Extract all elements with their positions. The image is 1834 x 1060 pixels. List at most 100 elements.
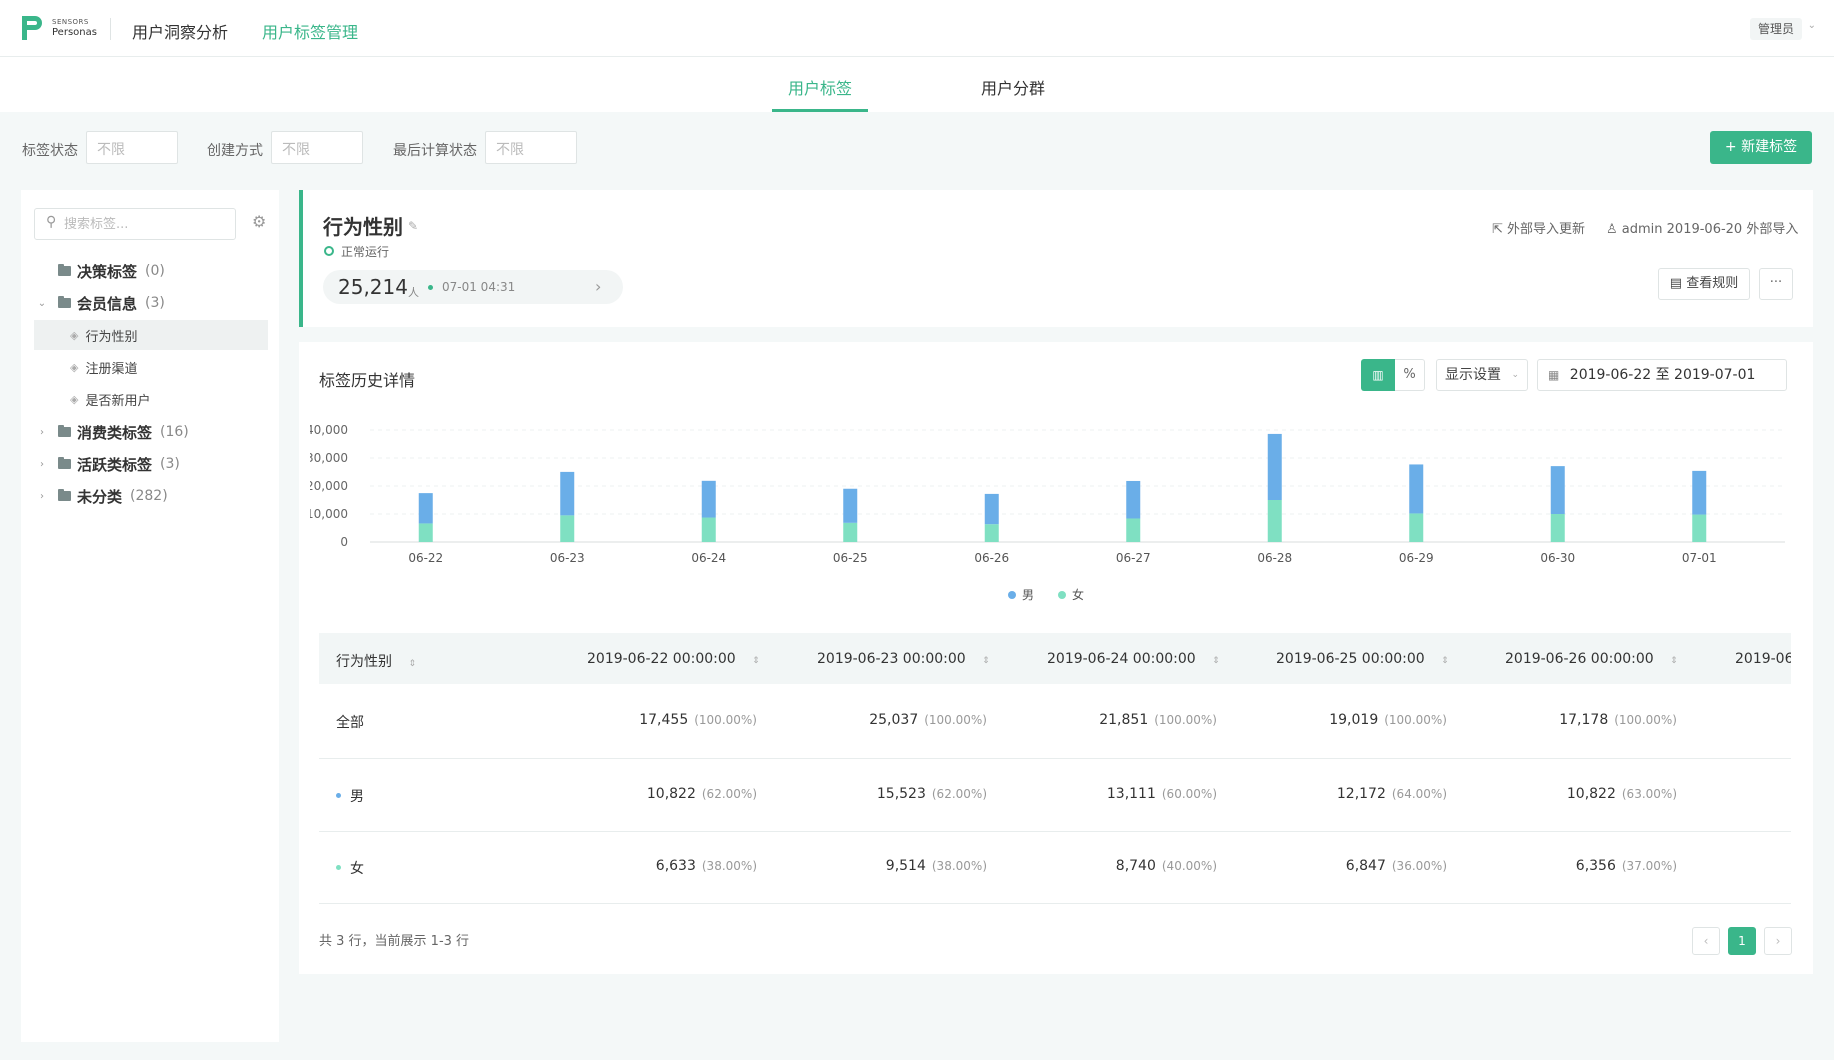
chart-view-button[interactable]: ▥ (1361, 359, 1395, 391)
cell-value: 21,851 (1099, 712, 1149, 728)
tree-folder-uncategorized[interactable]: › 未分类 (282) (34, 481, 268, 511)
bar-male (843, 488, 858, 523)
bar-male (1409, 464, 1424, 514)
x-tick-label: 07-01 (1682, 551, 1717, 565)
th-date-4[interactable]: 2019-06-25 00:00:00 ⇕ (1276, 651, 1449, 667)
table-cell: 17,178 (100.00%) (1487, 712, 1677, 728)
tag-count-pill[interactable] (323, 270, 623, 304)
tab-user-tags[interactable]: 用户标签 (788, 79, 853, 98)
chevron-right-icon[interactable]: › (595, 277, 602, 296)
chevron-right-icon[interactable]: › (40, 458, 44, 470)
tree-leaf-channel[interactable]: ◈ 注册渠道 (34, 352, 268, 382)
bar-female (701, 517, 716, 542)
folder-name: 决策标签 (77, 262, 138, 281)
th-label: 2019-06-22 00:00:00 (587, 651, 736, 667)
new-tag-button[interactable]: + 新建标签 (1710, 131, 1812, 164)
nav-user-insight[interactable]: 用户洞察分析 (132, 23, 229, 42)
percent-view-button[interactable]: % (1395, 359, 1425, 391)
sort-icon[interactable]: ⇕ (1441, 656, 1449, 666)
folder-name: 未分类 (77, 487, 123, 506)
cell-value: 10,822 (646, 786, 696, 802)
filter-status-select[interactable]: 不限 (86, 131, 178, 164)
sort-icon[interactable]: ⇕ (982, 656, 990, 666)
table-cell: 6,633 (38.00%) (567, 858, 757, 874)
filter-method-select[interactable]: 不限 (271, 131, 363, 164)
view-rule-button[interactable]: ▤ 查看规则 (1658, 268, 1750, 300)
user-menu[interactable]: 管理员 (1749, 18, 1802, 40)
th-label: 2019-06-26 00:00:00 (1505, 651, 1654, 667)
leaf-name: 注册渠道 (85, 361, 138, 377)
cell-percent: (37.00%) (1621, 859, 1677, 873)
tree-leaf-gender[interactable]: ◈ 行为性别 (34, 320, 268, 350)
status-dot (428, 285, 433, 290)
folder-name: 会员信息 (77, 294, 138, 313)
gear-icon[interactable]: ⚙ (252, 212, 267, 231)
logo[interactable]: SENSORS Personas (22, 16, 97, 40)
th-date-1[interactable]: 2019-06-22 00:00:00 ⇕ (587, 651, 760, 667)
tag-status: 正常运行 (341, 245, 390, 259)
leaf-name: 是否新用户 (85, 393, 151, 409)
cell-value: 13,111 (1106, 786, 1156, 802)
chevron-down-icon[interactable]: ⌄ (37, 297, 47, 309)
th-date-3[interactable]: 2019-06-24 00:00:00 ⇕ (1047, 651, 1220, 667)
filter-calc-select[interactable]: 不限 (485, 131, 577, 164)
table-cell: 6,847 (36.00%) (1257, 858, 1447, 874)
th-label: 2019-06-23 00:00:00 (817, 651, 966, 667)
chevron-right-icon[interactable]: › (40, 426, 44, 438)
series-dot (336, 793, 341, 798)
x-tick-label: 06-26 (974, 551, 1009, 565)
bar-male (1267, 433, 1282, 500)
y-tick-label: 30,000 (310, 451, 348, 465)
external-import-update[interactable]: ⇱ 外部导入更新 (1492, 222, 1586, 237)
pagination-next-button[interactable]: › (1764, 927, 1792, 955)
nav-tag-management[interactable]: 用户标签管理 (262, 23, 359, 42)
cell-percent: (63.00%) (1621, 787, 1677, 801)
pagination-summary: 共 3 行，当前展示 1-3 行 (319, 934, 470, 949)
display-settings-select[interactable]: 显示设置 ⌄ (1436, 359, 1528, 391)
chevron-down-icon[interactable]: ⌄ (1807, 20, 1816, 31)
folder-icon (58, 264, 71, 276)
tree-leaf-new-user[interactable]: ◈ 是否新用户 (34, 384, 268, 414)
tree-folder-decision[interactable]: 决策标签 (0) (34, 256, 268, 286)
tree-folder-activity[interactable]: › 活跃类标签 (3) (34, 449, 268, 479)
bar-male (1126, 480, 1141, 519)
cell-value: 17,455 (639, 712, 689, 728)
sort-icon[interactable]: ⇕ (408, 659, 416, 669)
sort-icon[interactable]: ⇕ (752, 656, 760, 666)
folder-count: (16) (160, 424, 189, 440)
search-icon: ⚲ (46, 214, 57, 230)
logo-mark-icon (22, 16, 44, 40)
search-input[interactable] (64, 209, 232, 239)
date-range-value: 2019-06-22 至 2019-07-01 (1569, 367, 1756, 383)
tab-user-groups[interactable]: 用户分群 (981, 79, 1046, 98)
th-date-5[interactable]: 2019-06-26 00:00:00 ⇕ (1505, 651, 1678, 667)
top-bar (0, 0, 1834, 57)
x-tick-label: 06-30 (1540, 551, 1575, 565)
sort-icon[interactable]: ⇕ (1212, 656, 1220, 666)
bar-male (560, 471, 575, 516)
y-tick-label: 40,000 (310, 423, 348, 437)
date-range-picker[interactable]: ▦ 2019-06-22 至 2019-07-01 (1537, 359, 1787, 391)
th-date-2[interactable]: 2019-06-23 00:00:00 ⇕ (817, 651, 990, 667)
pagination-prev-button[interactable]: ‹ (1692, 927, 1720, 955)
folder-name: 消费类标签 (77, 423, 153, 442)
th-gender[interactable]: 行为性别 ⇕ (336, 651, 416, 671)
row-divider (319, 903, 1791, 904)
cell-percent: (100.00%) (1154, 713, 1217, 727)
sort-icon[interactable]: ⇕ (1670, 656, 1678, 666)
bar-male (418, 493, 433, 524)
status-ok-icon (324, 246, 334, 256)
pagination-page-1[interactable]: 1 (1728, 927, 1756, 955)
tree-folder-member[interactable]: ⌄ 会员信息 (3) (34, 288, 268, 318)
folder-icon (58, 296, 71, 308)
more-button[interactable]: ··· (1759, 268, 1793, 300)
cell-percent: (62.00%) (931, 787, 987, 801)
cell-percent: (100.00%) (694, 713, 757, 727)
tree-folder-consumption[interactable]: › 消费类标签 (16) (34, 417, 268, 447)
filter-method-label: 创建方式 (207, 143, 263, 159)
th-date-6[interactable]: 2019-06 (1735, 651, 1791, 667)
edit-icon[interactable]: ✎ (408, 219, 419, 233)
table-cell: 21,851 (100.00%) (1027, 712, 1217, 728)
creator-info: ♙ admin 2019-06-20 外部导入 (1606, 222, 1799, 237)
chevron-right-icon[interactable]: › (40, 490, 44, 502)
